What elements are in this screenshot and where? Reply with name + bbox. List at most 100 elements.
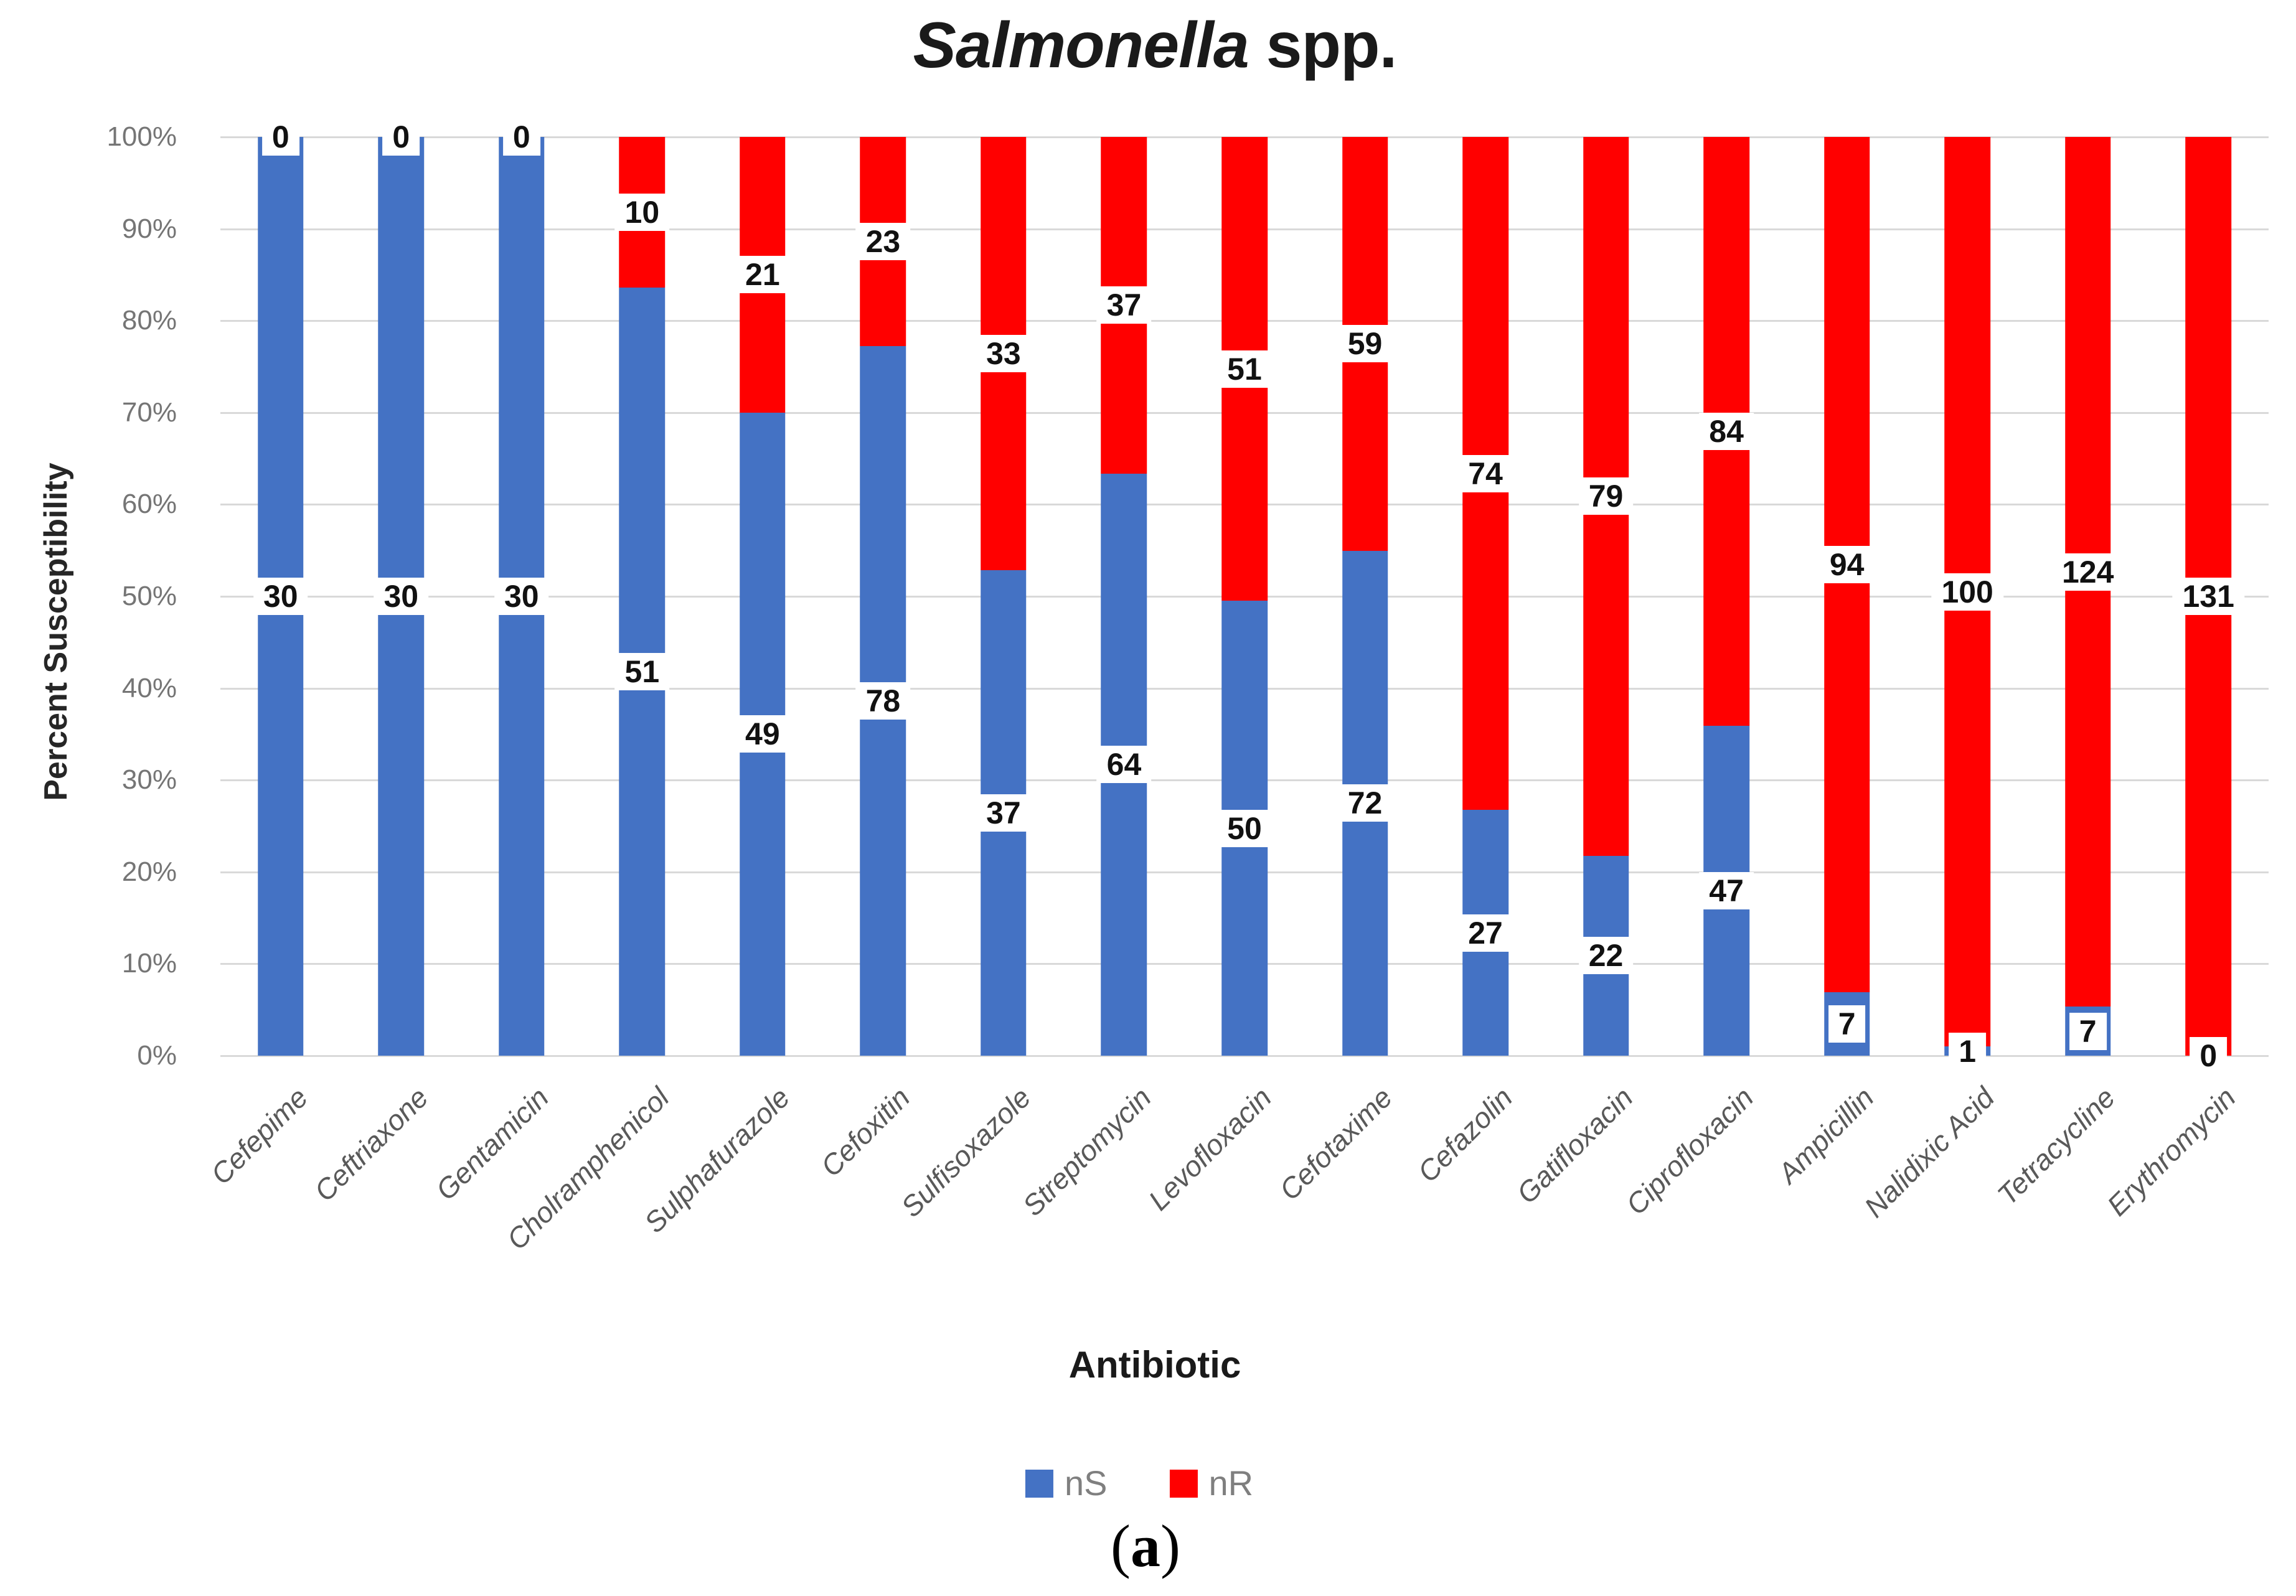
- data-label-ns: 78: [855, 682, 911, 720]
- bar-slot-levofloxacin: 50 51: [1184, 137, 1305, 1056]
- caption-open-paren: (: [1111, 1513, 1131, 1579]
- x-tick-label: Cefepime: [204, 1081, 314, 1191]
- bar-slot-cefoxitin: 78 23: [823, 137, 944, 1056]
- data-label-ns: 30: [494, 578, 549, 615]
- data-label-nr: 100: [1931, 573, 2003, 611]
- bar-slot-ampicillin: 7 94: [1787, 137, 1908, 1056]
- data-label-ns: 30: [253, 578, 308, 615]
- gridline: [220, 1055, 2269, 1057]
- stacked-bar: [1221, 137, 1268, 1056]
- x-tick-label: Ciprofloxacin: [1619, 1081, 1760, 1221]
- legend-item-nr: nR: [1169, 1466, 1253, 1501]
- x-axis-title: Antibiotic: [1068, 1344, 1241, 1386]
- stacked-bar: [1823, 137, 1870, 1056]
- data-label-ns: 51: [614, 652, 670, 690]
- bar-slot-streptomycin: 64 37: [1064, 137, 1185, 1056]
- y-tick-label: 70%: [121, 397, 177, 428]
- stacked-bar: [1703, 137, 1749, 1056]
- data-label-nr: 0: [502, 118, 540, 156]
- data-label-ns: 49: [735, 715, 790, 753]
- caption-close-paren: ): [1160, 1513, 1180, 1579]
- data-label-ns: 7: [2069, 1012, 2107, 1050]
- x-tick-label: Ampicillin: [1771, 1081, 1881, 1190]
- legend: nS nR: [1025, 1466, 1253, 1501]
- data-label-ns: 47: [1699, 872, 1754, 910]
- legend-swatch-ns-icon: [1025, 1469, 1053, 1498]
- data-label-nr: 0: [382, 118, 420, 156]
- y-tick-label: 0%: [137, 1040, 177, 1071]
- stacked-bar: [1342, 137, 1388, 1056]
- data-label-ns: 27: [1458, 914, 1513, 952]
- data-label-nr: 10: [614, 193, 670, 231]
- bar-slot-ceftriaxone: 30 0: [341, 118, 462, 1056]
- data-label-nr: 79: [1578, 477, 1634, 515]
- y-tick-label: 100%: [106, 121, 177, 152]
- data-label-ns: 30: [374, 578, 429, 615]
- y-tick-label: 80%: [121, 305, 177, 336]
- data-label-ns: 22: [1578, 937, 1634, 975]
- bar-slot-ciprofloxacin: 47 84: [1666, 137, 1787, 1056]
- bar-slot-tetracycline: 7 124: [2028, 137, 2148, 1056]
- legend-label: nS: [1064, 1463, 1108, 1503]
- data-label-ns: 64: [1096, 746, 1152, 784]
- legend-swatch-nr-icon: [1169, 1469, 1198, 1498]
- data-label-nr: 23: [855, 223, 911, 261]
- data-label-nr: 74: [1458, 454, 1513, 492]
- data-label-nr: 124: [2051, 553, 2124, 591]
- x-tick-label: Gatifloxacin: [1510, 1081, 1640, 1210]
- data-label-nr: 84: [1699, 413, 1754, 451]
- bar-slot-gatifloxacin: 22 79: [1546, 137, 1667, 1056]
- stacked-bar: [2064, 137, 2111, 1056]
- x-tick-label: Levofloxacin: [1142, 1081, 1278, 1217]
- y-tick-label: 20%: [121, 856, 177, 887]
- stacked-bar: [619, 137, 666, 1056]
- x-tick-label: Erythromycin: [2101, 1081, 2242, 1223]
- stacked-bar: [1583, 137, 1629, 1056]
- legend-item-ns: nS: [1025, 1463, 1108, 1503]
- bar-slot-cefotaxime: 72 59: [1305, 137, 1426, 1056]
- y-tick-label: 40%: [121, 672, 177, 703]
- bar-slot-cefepime: 30 0: [220, 118, 341, 1056]
- x-tick-label: Cefazolin: [1411, 1081, 1519, 1189]
- x-tick-label: Nalidixic Acid: [1858, 1081, 2001, 1224]
- data-label-ns: 7: [1828, 1005, 1866, 1043]
- bar-slot-erythromycin: 0 131: [2148, 137, 2269, 1074]
- y-tick-label: 50%: [121, 581, 177, 611]
- x-tick-label: Gentamicin: [430, 1081, 555, 1206]
- bar-slot-cholramphenicol: 51 10: [582, 137, 703, 1056]
- figure-caption: (a): [1111, 1511, 1180, 1580]
- data-label-nr: 21: [735, 256, 790, 294]
- y-tick-label: 60%: [121, 489, 177, 520]
- data-label-nr: 59: [1337, 325, 1393, 363]
- data-label-ns: 1: [1949, 1032, 1987, 1070]
- x-tick-label: Cefotaxime: [1273, 1081, 1399, 1206]
- bar-slot-sulphafurazole: 49 21: [702, 137, 823, 1056]
- chart-title-genus: Salmonella: [913, 9, 1249, 82]
- chart-title-rest: spp.: [1248, 9, 1398, 82]
- x-tick-label: Cefoxitin: [814, 1081, 916, 1183]
- bar-slot-nalidixic-acid: 1 100: [1907, 137, 2028, 1070]
- data-label-ns: 50: [1217, 809, 1272, 847]
- data-label-ns: 0: [2190, 1037, 2228, 1074]
- bar-slot-cefazolin: 27 74: [1425, 137, 1546, 1056]
- plot-area: 30 0 30 0 30 0 51 10 49 21 78 23 37 33 64 37 50 51 72 59 27 7…: [220, 118, 2269, 1074]
- caption-letter: a: [1131, 1513, 1160, 1579]
- x-tick-label: Tetracycline: [1991, 1081, 2122, 1211]
- x-tick-label: Ceftriaxone: [308, 1081, 435, 1208]
- data-label-nr: 37: [1096, 286, 1152, 324]
- bar-slot-gentamicin: 30 0: [461, 118, 582, 1056]
- chart-title: Salmonella spp.: [913, 9, 1398, 83]
- y-tick-label: 10%: [121, 948, 177, 979]
- x-tick-label: Streptomycin: [1016, 1081, 1157, 1223]
- data-label-nr: 94: [1819, 545, 1875, 583]
- data-label-nr: 0: [261, 118, 299, 156]
- data-label-nr: 51: [1217, 350, 1272, 388]
- data-label-ns: 72: [1337, 784, 1393, 822]
- stacked-bar: [860, 137, 906, 1056]
- data-label-nr: 33: [976, 334, 1031, 372]
- stacked-bar: [981, 137, 1027, 1056]
- y-tick-label: 30%: [121, 764, 177, 796]
- data-label-ns: 37: [976, 794, 1031, 832]
- data-label-nr: 131: [2172, 578, 2244, 615]
